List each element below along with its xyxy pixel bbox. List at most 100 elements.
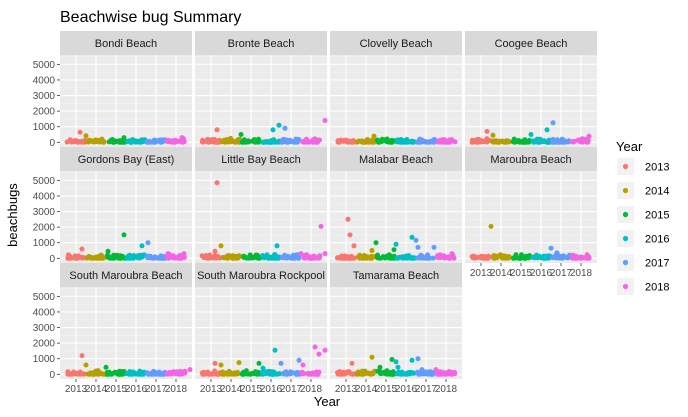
facet-panel: Bronte Beach <box>195 31 328 147</box>
data-point <box>306 139 312 145</box>
x-tick-label: 2016 <box>260 384 283 395</box>
facet-label: Bondi Beach <box>95 38 157 50</box>
data-point <box>131 253 137 259</box>
data-point <box>469 139 475 145</box>
data-point <box>544 127 550 133</box>
data-point <box>316 254 322 260</box>
data-point <box>322 251 328 257</box>
plot-background <box>465 171 597 263</box>
data-point <box>225 255 231 261</box>
data-point <box>398 137 404 142</box>
x-tick-label: 2016 <box>125 384 148 395</box>
data-point <box>350 371 356 377</box>
data-point <box>393 241 399 247</box>
y-tick-label: 2000 <box>33 107 56 118</box>
x-tick-label: 2014 <box>490 268 513 279</box>
y-tick-label: 3000 <box>33 207 56 218</box>
data-point <box>212 360 218 366</box>
facet-label: Little Bay Beach <box>221 154 301 166</box>
facet-strip <box>330 31 462 55</box>
data-point <box>342 253 347 259</box>
data-point <box>449 371 455 377</box>
data-point <box>503 139 508 145</box>
data-point <box>565 255 570 261</box>
data-point <box>256 360 262 366</box>
data-point <box>95 255 101 261</box>
data-point <box>442 254 448 260</box>
x-tick-label: 2014 <box>220 384 243 395</box>
data-point <box>105 248 111 254</box>
x-tick-label: 2016 <box>530 268 553 279</box>
x-tick-label: 2017 <box>415 384 438 395</box>
data-point <box>378 138 384 144</box>
data-point <box>114 252 120 258</box>
data-point <box>395 364 401 370</box>
y-axis-title: beachbugs <box>5 183 20 247</box>
y-tick-label: 0 <box>49 254 55 265</box>
facet-label: Bronte Beach <box>228 38 295 50</box>
facet-label: Gordons Bay (East) <box>78 154 175 166</box>
data-point <box>431 136 437 142</box>
facet-strip <box>195 263 327 287</box>
data-point <box>279 137 285 143</box>
facet-label: South Maroubra Beach <box>69 270 182 282</box>
data-point <box>179 371 184 377</box>
legend-title: Year <box>616 139 643 154</box>
data-point <box>443 370 449 376</box>
data-point <box>77 129 83 135</box>
data-point <box>270 127 276 133</box>
y-tick-label: 5000 <box>33 176 56 187</box>
x-tick-label: 2018 <box>300 384 323 395</box>
data-point <box>431 244 437 250</box>
data-point <box>220 369 226 375</box>
x-tick-label: 2015 <box>105 384 128 395</box>
facet-label: Maroubra Beach <box>490 154 571 166</box>
data-point <box>310 254 316 260</box>
data-point <box>265 255 271 261</box>
data-point <box>160 371 165 377</box>
data-point <box>79 353 85 359</box>
legend-label: 2018 <box>645 282 669 294</box>
data-point <box>499 254 505 260</box>
x-tick-label: 2013 <box>470 268 493 279</box>
data-point <box>153 139 159 145</box>
data-point <box>316 351 322 357</box>
data-point <box>313 139 319 144</box>
data-point <box>260 371 265 377</box>
data-point <box>368 253 374 259</box>
data-point <box>510 255 516 261</box>
x-tick-label: 2015 <box>375 384 398 395</box>
data-point <box>215 371 221 377</box>
legend-swatch <box>622 235 629 242</box>
data-point <box>240 370 246 376</box>
data-point <box>415 356 421 362</box>
data-point <box>345 369 350 375</box>
data-point <box>153 371 159 377</box>
data-point <box>409 234 415 240</box>
data-point <box>419 367 425 373</box>
data-point <box>103 364 109 370</box>
y-tick-label: 1000 <box>33 238 56 249</box>
facet-panel: Gordons Bay (East) 0 1000 2000 3000 4000 5000 <box>33 147 192 265</box>
y-tick-label: 5000 <box>33 60 56 71</box>
data-point <box>389 357 395 362</box>
data-point <box>338 138 344 144</box>
data-point <box>118 138 124 144</box>
x-tick-label: 2018 <box>435 384 458 395</box>
data-point <box>164 138 170 144</box>
data-point <box>79 246 85 252</box>
data-point <box>484 128 490 134</box>
data-point <box>145 240 151 246</box>
data-point <box>471 254 476 260</box>
data-point <box>368 139 374 145</box>
data-point <box>144 139 150 145</box>
data-point <box>337 369 343 375</box>
data-point <box>271 371 276 377</box>
data-point <box>218 243 224 249</box>
data-point <box>480 139 486 145</box>
facet-label: Tamarama Beach <box>353 270 439 282</box>
facet-panel: Clovelly Beach <box>330 31 462 147</box>
data-point <box>125 255 131 261</box>
